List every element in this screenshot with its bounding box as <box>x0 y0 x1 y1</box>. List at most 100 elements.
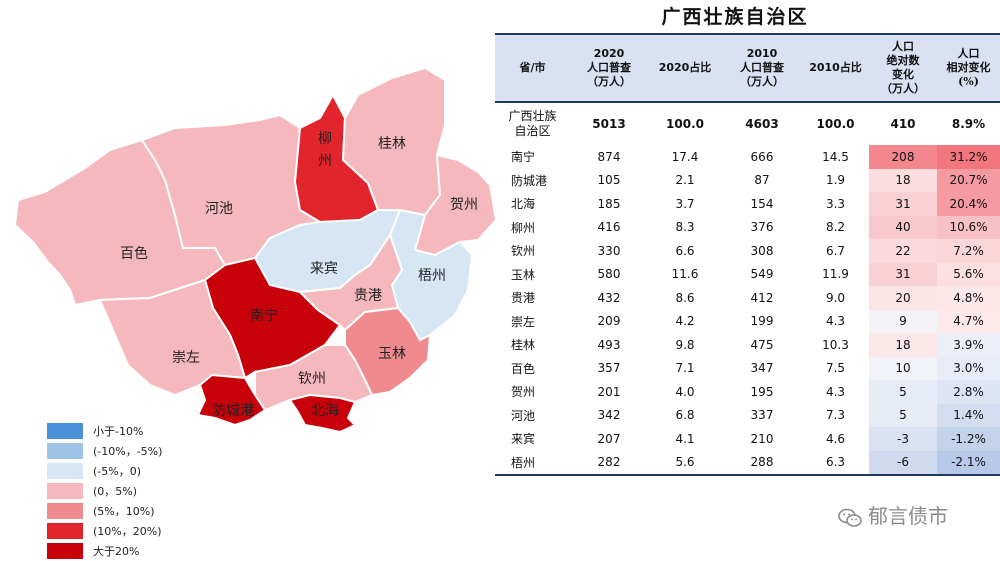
cell-rel-change: -1.2% <box>937 427 1000 451</box>
cell-rel-change: 1.4% <box>937 403 1000 427</box>
label-hechi: 河池 <box>205 201 233 217</box>
cell-abs-change: 18 <box>869 333 937 357</box>
cell-rel-change: 2.8% <box>937 380 1000 404</box>
cell-pop2020: 282 <box>570 450 648 476</box>
table-row: 崇左 209 4.2 199 4.3 9 4.7% <box>495 309 1000 333</box>
legend-item: (-10%，-5%) <box>47 441 217 460</box>
cell-rel-change: 4.8% <box>937 286 1000 310</box>
label-chongzuo: 崇左 <box>172 350 200 366</box>
watermark: 郁言债市 <box>838 500 948 529</box>
cell-abs-change: 20 <box>869 286 937 310</box>
cell-abs-change: 410 <box>890 117 916 131</box>
legend-label: (0，5%) <box>93 485 138 498</box>
cell-name: 贺州 <box>511 385 536 400</box>
cell-share2010: 7.3 <box>825 408 846 423</box>
header-text: 绝对数 <box>886 54 920 67</box>
cell-pop2020: 432 <box>597 290 621 305</box>
header-pop2010: 2010 人口普查 （万人） <box>722 33 802 103</box>
region-guigang <box>297 232 404 332</box>
cell-share2010: 14.5 <box>822 149 849 164</box>
header-text: (%) <box>958 75 979 88</box>
cell-pop2010: 347 <box>750 361 774 376</box>
header-text: （万人） <box>587 75 631 88</box>
cell-share2010: 4.3 <box>825 314 846 329</box>
cell-abs-change: 9 <box>869 309 937 333</box>
legend-swatch <box>47 483 83 499</box>
cell-pop2010: 308 <box>750 243 774 258</box>
cell-pop2010: 154 <box>750 196 774 211</box>
cell-name: 百色 <box>511 361 536 376</box>
cell-name: 梧州 <box>495 450 570 476</box>
header-text: 相对变化 <box>946 61 991 74</box>
legend-swatch <box>47 463 83 479</box>
cell-rel-change: 5.6% <box>937 262 1000 286</box>
cell-share2020: 8.3 <box>675 220 695 235</box>
legend-swatch <box>47 443 83 459</box>
cell-abs-change: 22 <box>869 239 937 263</box>
legend-item: (0，5%) <box>47 481 217 500</box>
cell-abs-change: 31 <box>869 262 937 286</box>
legend-swatch <box>47 503 83 519</box>
table-row: 桂林 493 9.8 475 10.3 18 3.9% <box>495 333 1000 357</box>
label-guigang: 贵港 <box>354 288 382 304</box>
cell-name: 崇左 <box>511 314 536 329</box>
cell-pop2020: 357 <box>597 361 621 376</box>
wechat-icon <box>838 508 862 527</box>
cell-rel-change: 8.9% <box>951 117 986 131</box>
cell-rel-change: 20.4% <box>937 192 1000 216</box>
legend-label: 大于20% <box>93 545 140 558</box>
legend-label: (10%，20%) <box>93 525 162 538</box>
legend-label: (-5%，0) <box>93 465 142 478</box>
cell-name: 北海 <box>511 197 536 212</box>
header-text: 2020 <box>593 47 625 60</box>
map-legend: 小于-10% (-10%，-5%) (-5%，0) (0，5%) (5%，10%… <box>47 421 217 561</box>
watermark-text: 郁言债市 <box>868 504 948 528</box>
cell-name: 钦州 <box>511 244 536 259</box>
cell-name: 玉林 <box>511 267 536 282</box>
legend-item: (-5%，0) <box>47 461 217 480</box>
cell-name: 贵港 <box>511 291 536 306</box>
cell-pop2020: 209 <box>597 314 621 329</box>
label-nanning: 南宁 <box>250 307 278 324</box>
table-header-row: 省/市 2020 人口普查 （万人） 2020占比 2010 人口普查 （万人）… <box>495 33 1000 103</box>
legend-swatch <box>47 543 83 559</box>
cell-share2010: 6.3 <box>802 450 869 476</box>
cell-share2020: 7.1 <box>675 361 695 376</box>
cell-name: 河池 <box>511 408 536 423</box>
guangxi-map: 百色 河池 柳 州 桂林 贺州 来宾 梧州 贵港 南宁 崇左 玉林 钦州 防城港… <box>13 66 498 434</box>
table-row: 梧州 282 5.6 288 6.3 -6 -2.1% <box>495 450 1000 476</box>
table-row-total: 广西壮族 自治区 5013 100.0 4603 100.0 410 8.9% <box>495 102 1000 145</box>
cell-rel-change: 4.7% <box>937 309 1000 333</box>
cell-rel-change: 20.7% <box>937 168 1000 192</box>
cell-pop2020: 207 <box>597 431 621 446</box>
legend-label: (-10%，-5%) <box>93 445 163 458</box>
cell-share2020: 6.8 <box>675 408 695 423</box>
table-row: 南宁 874 17.4 666 14.5 208 31.2% <box>495 145 1000 169</box>
cell-share2010: 10.3 <box>822 337 849 352</box>
header-text: 人口普查 <box>587 61 631 74</box>
page-title: 广西壮族自治区 <box>661 6 809 28</box>
cell-share2010: 4.6 <box>825 431 846 446</box>
cell-share2010: 7.5 <box>825 361 846 376</box>
header-text: （万人） <box>881 82 925 95</box>
cell-abs-change: 5 <box>869 403 937 427</box>
cell-share2020: 4.1 <box>675 431 695 446</box>
cell-pop2020: 416 <box>597 220 621 235</box>
header-text: 人口普查 <box>740 61 784 74</box>
cell-abs-change: 208 <box>869 145 937 169</box>
table-row: 贺州 201 4.0 195 4.3 5 2.8% <box>495 380 1000 404</box>
label-hezhou: 贺州 <box>450 197 478 213</box>
legend-swatch <box>47 523 83 539</box>
cell-pop2010: 549 <box>750 267 774 282</box>
legend-item: (10%，20%) <box>47 521 217 540</box>
cell-abs-change: 5 <box>869 380 937 404</box>
cell-pop2020: 5013 <box>592 117 626 131</box>
cell-rel-change: -2.1% <box>937 450 1000 476</box>
label-guilin: 桂林 <box>378 136 406 152</box>
legend-label: 小于-10% <box>93 425 144 438</box>
region-hezhou <box>413 153 498 257</box>
cell-name-line: 自治区 <box>514 124 551 138</box>
cell-abs-change: 18 <box>869 168 937 192</box>
cell-pop2010: 195 <box>750 384 774 399</box>
cell-share2010: 4.3 <box>825 384 846 399</box>
